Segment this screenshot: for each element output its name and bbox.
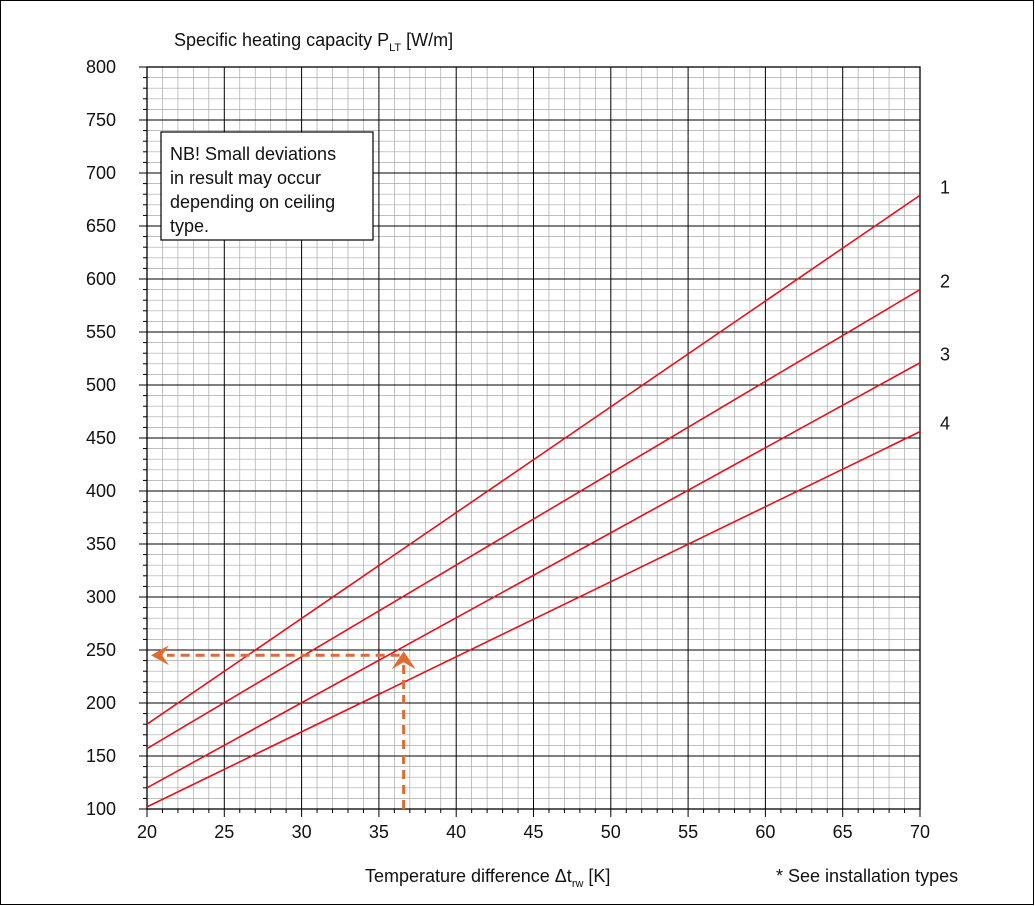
y-tick-label: 600 (86, 269, 116, 289)
y-tick-label: 650 (86, 216, 116, 236)
curve-label-3: 3 (940, 345, 950, 365)
capacity-curves: 1 2 3 4 (146, 177, 950, 808)
x-tick-label: 55 (678, 822, 698, 842)
axis-ticks (139, 66, 921, 817)
note-line-2: in result may occur (170, 168, 321, 188)
curve-1 (146, 194, 921, 725)
y-tick-label: 200 (86, 693, 116, 713)
curve-label-4: 4 (940, 414, 950, 434)
x-tick-label: 30 (292, 822, 312, 842)
x-axis-title: Temperature difference Δtrw [K] (365, 866, 610, 890)
curve-2 (146, 288, 921, 750)
y-tick-label: 550 (86, 322, 116, 342)
y-tick-label: 450 (86, 428, 116, 448)
x-tick-label: 20 (137, 822, 157, 842)
y-tick-label: 100 (86, 799, 116, 819)
x-tick-label: 60 (755, 822, 775, 842)
example-reading (151, 645, 416, 809)
y-tick-label: 150 (86, 746, 116, 766)
y-tick-label: 800 (86, 57, 116, 77)
x-tick-label: 65 (833, 822, 853, 842)
x-tick-label: 50 (601, 822, 621, 842)
curve-label-2: 2 (940, 272, 950, 292)
x-tick-label: 35 (369, 822, 389, 842)
y-tick-label: 400 (86, 481, 116, 501)
note-line-1: NB! Small deviations (170, 144, 336, 164)
footnote: * See installation types (776, 866, 958, 886)
curve-label-1: 1 (940, 177, 950, 197)
x-tick-label: 70 (910, 822, 930, 842)
y-tick-label: 300 (86, 587, 116, 607)
tick-labels: 100 150 200 250 300 350 400 450 500 550 600 650 700 7… (86, 57, 930, 842)
curve-3 (146, 362, 921, 789)
example-up-arrow (391, 651, 416, 670)
example-left-arrow (151, 645, 169, 666)
x-tick-label: 25 (214, 822, 234, 842)
x-tick-label: 40 (446, 822, 466, 842)
y-tick-label: 350 (86, 534, 116, 554)
y-tick-label: 500 (86, 375, 116, 395)
y-tick-label: 250 (86, 640, 116, 660)
note-line-4: type. (170, 216, 209, 236)
y-tick-label: 700 (86, 163, 116, 183)
x-tick-label: 45 (523, 822, 543, 842)
note-line-3: depending on ceiling (170, 192, 335, 212)
y-tick-label: 750 (86, 110, 116, 130)
note-box: NB! Small deviations in result may occur… (160, 131, 374, 241)
y-axis-title: Specific heating capacity PLT [W/m] (174, 30, 453, 54)
curve-4 (146, 430, 921, 808)
